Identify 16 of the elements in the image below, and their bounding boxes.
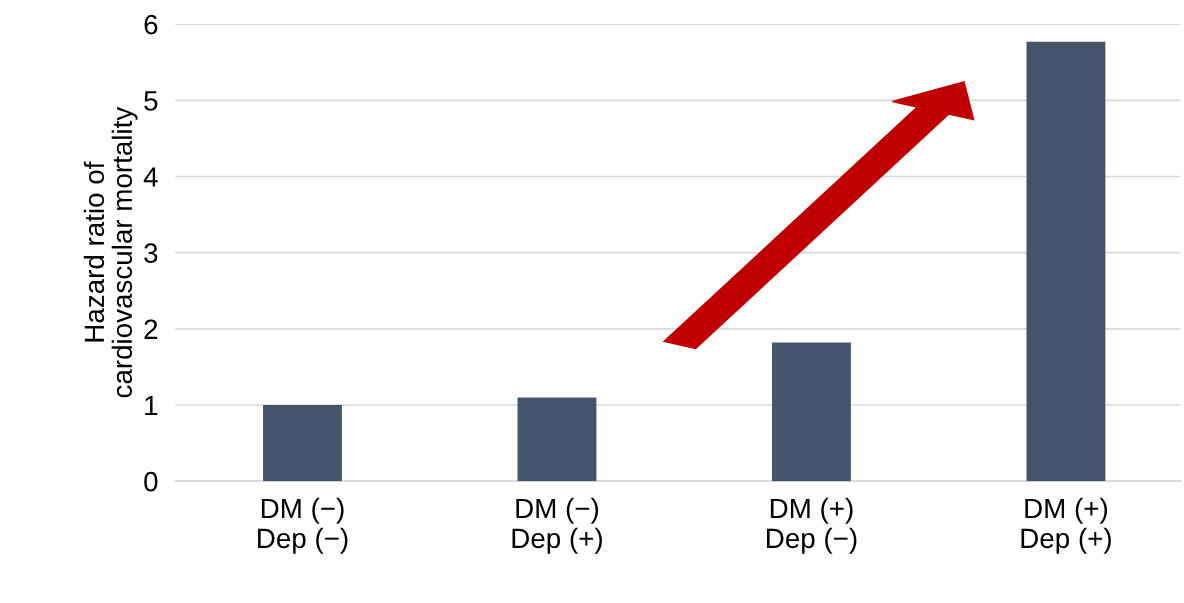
- y-tick-label: 4: [143, 167, 158, 187]
- x-tick-label: DM (+) Dep (−): [767, 497, 857, 554]
- y-tick-label: 0: [144, 471, 158, 492]
- y-tick-label: 1: [145, 395, 158, 416]
- x-tick-label: DM (−) Dep (+): [512, 497, 602, 554]
- bar: [772, 342, 851, 482]
- y-tick-label: 6: [144, 14, 158, 35]
- bar: [1026, 41, 1106, 482]
- y-tick-label: 2: [144, 319, 158, 339]
- bar: [517, 397, 597, 482]
- y-axis-title: Hazard ratio of cardiovascular mortality: [83, 106, 138, 398]
- x-tick-label: DM (+) Dep (+): [1021, 497, 1111, 554]
- x-tick-label: DM (−) Dep (−): [258, 497, 348, 554]
- bar: [263, 405, 342, 482]
- y-tick-label: 5: [144, 91, 158, 111]
- y-tick-label: 3: [144, 243, 158, 263]
